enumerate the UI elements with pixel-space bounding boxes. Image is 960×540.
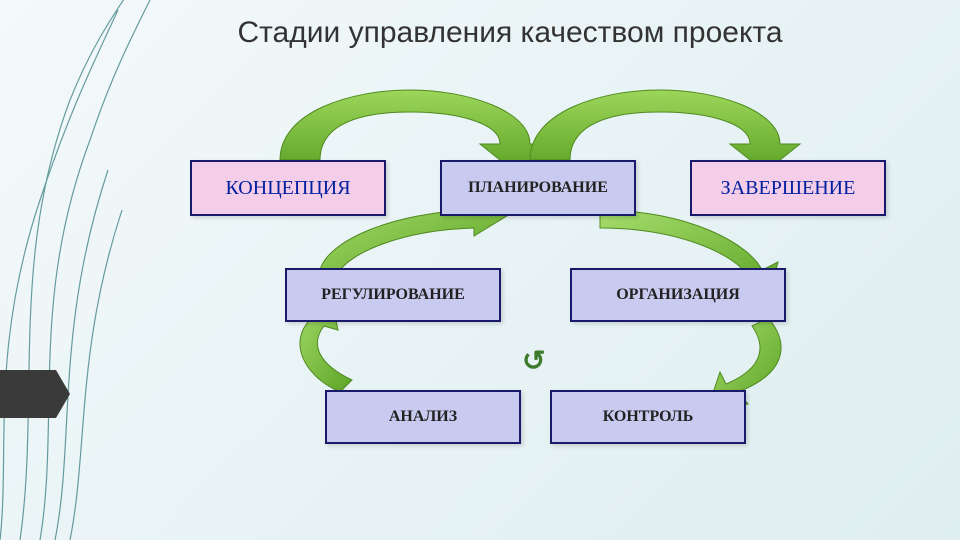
box-organization: ОРГАНИЗАЦИЯ xyxy=(570,268,786,322)
box-control: КОНТРОЛЬ xyxy=(550,390,746,444)
box-planning: ПЛАНИРОВАНИЕ xyxy=(440,160,636,216)
box-label: АНАЛИЗ xyxy=(389,408,457,426)
box-analysis: АНАЛИЗ xyxy=(325,390,521,444)
cycle-arrows xyxy=(160,90,900,470)
box-label: РЕГУЛИРОВАНИЕ xyxy=(321,286,465,304)
slide-title: Стадии управления качеством проекта xyxy=(160,16,860,50)
slide: Стадии управления качеством проекта xyxy=(0,0,960,540)
cycle-icon: ↺ xyxy=(522,344,545,377)
box-label: ПЛАНИРОВАНИЕ xyxy=(468,179,608,197)
decorative-lines xyxy=(0,0,180,540)
sidebar-tab xyxy=(0,370,70,418)
box-label: КОНТРОЛЬ xyxy=(603,408,694,426)
box-label: КОНЦЕПЦИЯ xyxy=(225,177,350,200)
box-regulation: РЕГУЛИРОВАНИЕ xyxy=(285,268,501,322)
box-finish: ЗАВЕРШЕНИЕ xyxy=(690,160,886,216)
box-label: ЗАВЕРШЕНИЕ xyxy=(721,177,856,200)
box-concept: КОНЦЕПЦИЯ xyxy=(190,160,386,216)
box-label: ОРГАНИЗАЦИЯ xyxy=(616,286,740,304)
diagram-container: КОНЦЕПЦИЯ ПЛАНИРОВАНИЕ ЗАВЕРШЕНИЕ РЕГУЛИ… xyxy=(160,90,900,490)
